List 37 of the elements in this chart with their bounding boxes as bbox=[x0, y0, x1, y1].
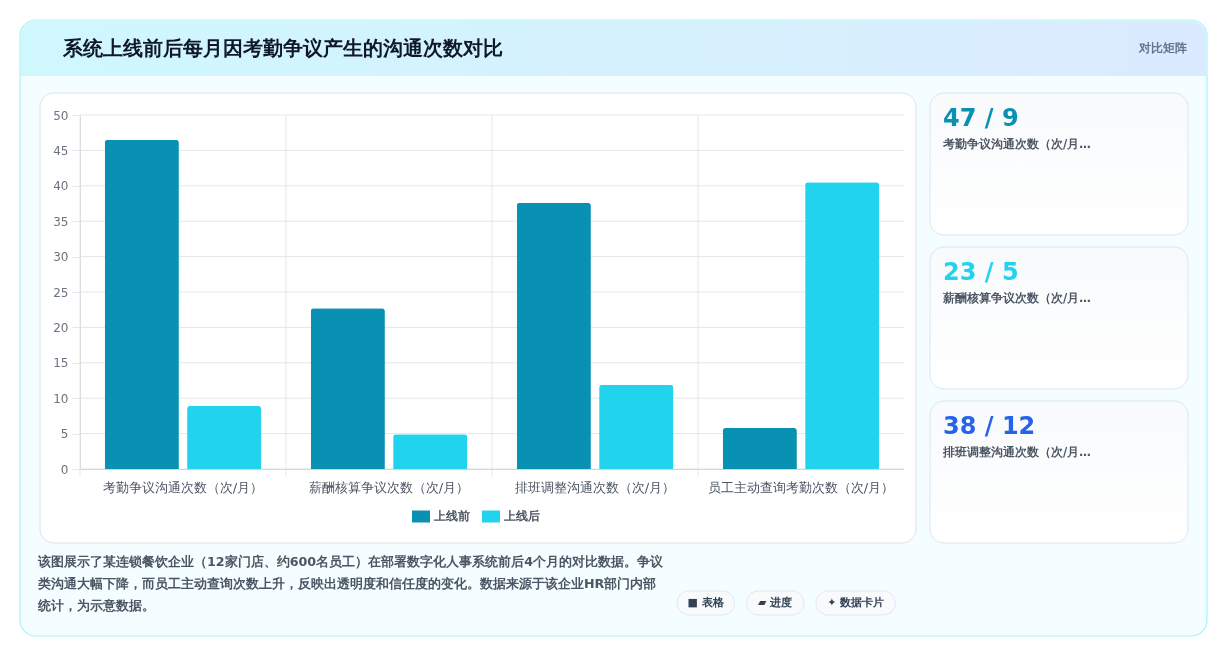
bar bbox=[187, 405, 262, 469]
text: ■ 表格 bbox=[687, 596, 725, 609]
y-tick-label: 10 bbox=[53, 391, 69, 406]
text: 排班调整沟通次数（次/月… bbox=[942, 445, 1091, 459]
text: 23 / 5 bbox=[943, 258, 1019, 286]
text: 考勤争议沟通次数（次/月… bbox=[942, 137, 1091, 151]
x-tick-label: 薪酬核算争议次数（次/月） bbox=[308, 479, 470, 495]
text: 38 / 12 bbox=[943, 412, 1036, 440]
legend-label: 上线后 bbox=[503, 509, 540, 524]
bar bbox=[722, 427, 797, 469]
y-tick-label: 20 bbox=[53, 320, 69, 335]
x-tick-label: 员工主动查询考勤次数（次/月） bbox=[707, 479, 895, 495]
text: ▰ 进度 bbox=[758, 596, 793, 609]
bar bbox=[310, 308, 385, 469]
y-tick-label: 50 bbox=[53, 108, 69, 123]
x-tick-label: 考勤争议沟通次数（次/月） bbox=[102, 479, 264, 495]
text: 对比矩阵 bbox=[1138, 41, 1187, 55]
bar bbox=[393, 434, 468, 469]
y-tick-label: 25 bbox=[53, 285, 69, 300]
text: 该图展示了某连锁餐饮企业（12家门店、约600名员工）在部署数字化人事系统前后4个月的对比数据。争议类沟通大幅下降，而员工主动查询次数上升，反映出透明度和信任度的变化。数据来源于该企业HR部门内部统计，为示意数据。 bbox=[37, 554, 664, 613]
bar bbox=[516, 202, 591, 469]
legend-label: 上线前 bbox=[433, 509, 470, 524]
text: 47 / 9 bbox=[943, 104, 1019, 132]
y-tick-label: 30 bbox=[53, 250, 69, 265]
x-tick-label: 排班调整沟通次数（次/月） bbox=[514, 479, 676, 495]
text: 薪酬核算争议次数（次/月… bbox=[942, 291, 1091, 305]
chart-title: 系统上线前后每月因考勤争议产生的沟通次数对比 bbox=[62, 36, 503, 60]
bar bbox=[104, 139, 179, 469]
text: ✦ 数据卡片 bbox=[827, 596, 885, 609]
bar bbox=[599, 384, 674, 469]
y-tick-label: 0 bbox=[60, 462, 69, 477]
y-tick-label: 40 bbox=[53, 179, 69, 194]
y-tick-label: 5 bbox=[60, 427, 69, 442]
y-tick-label: 45 bbox=[53, 143, 69, 158]
bar bbox=[805, 182, 880, 469]
y-tick-label: 15 bbox=[53, 356, 69, 371]
y-tick-label: 35 bbox=[53, 214, 69, 229]
